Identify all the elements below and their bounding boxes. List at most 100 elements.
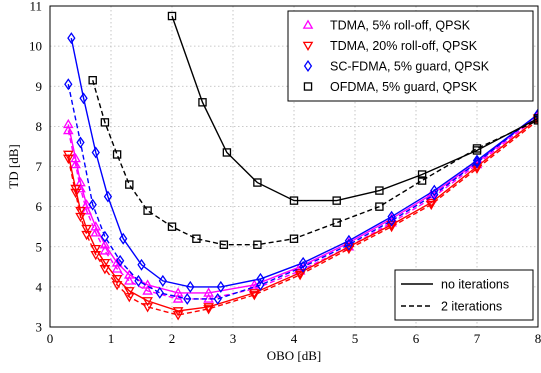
data-point: [387, 210, 396, 223]
data-point: [417, 176, 427, 185]
y-tick-label: 4: [36, 279, 43, 294]
data-point: [256, 272, 265, 285]
legend-markers: TDMA, 5% roll-off, QPSK TDMA, 20% roll-of…: [287, 10, 534, 102]
data-point: [99, 245, 111, 255]
data-point: [91, 146, 100, 159]
data-point: [137, 258, 146, 271]
data-point: [142, 297, 153, 307]
data-point: [167, 222, 177, 231]
data-point: [289, 196, 299, 205]
x-tick-label: 3: [230, 331, 237, 346]
data-point: [64, 78, 73, 91]
x-tick-label: 8: [535, 331, 541, 346]
x-tick-label: 5: [352, 331, 359, 346]
y-tick-label: 8: [36, 119, 43, 134]
data-point: [533, 108, 538, 121]
data-point: [158, 274, 168, 287]
data-point: [123, 293, 135, 303]
y-tick-label: 9: [36, 79, 43, 94]
data-point: [123, 287, 135, 297]
x-tick-label: 1: [108, 331, 115, 346]
data-point: [111, 275, 123, 285]
series-line: [171, 15, 538, 202]
data-point: [134, 274, 143, 287]
data-point: [99, 265, 111, 275]
legend-markers-box: [287, 10, 534, 102]
data-point: [81, 205, 92, 215]
data-point: [375, 186, 384, 195]
data-point: [203, 303, 214, 313]
data-point: [253, 178, 262, 187]
legend-label: TDMA, 20% roll-off, QPSK: [330, 39, 478, 53]
data-point: [111, 281, 123, 291]
y-tick-label: 6: [36, 199, 43, 214]
data-point: [62, 124, 74, 135]
data-point: [90, 227, 102, 237]
x-tick-label: 0: [47, 331, 54, 346]
x-tick-label: 4: [291, 331, 298, 346]
x-tick-label: 2: [169, 331, 176, 346]
data-point: [119, 232, 128, 245]
y-tick-label: 3: [36, 320, 43, 335]
data-point: [172, 293, 184, 303]
data-point: [90, 244, 102, 255]
data-point: [70, 158, 81, 169]
data-point: [249, 279, 260, 289]
legend-lines: no iterations 2 iterations: [394, 269, 534, 321]
data-point: [417, 170, 427, 179]
data-point: [332, 196, 341, 205]
data-point: [142, 303, 153, 313]
legend-marker: [302, 41, 314, 52]
y-axis-label: TD [dB]: [6, 144, 21, 188]
data-point: [123, 275, 135, 285]
data-point: [332, 218, 341, 227]
data-point: [532, 108, 538, 119]
legend-marker: [303, 82, 313, 91]
series-5: [64, 78, 538, 305]
x-axis-label: OBO [dB]: [267, 348, 322, 363]
data-point: [430, 188, 439, 201]
data-point: [142, 285, 153, 295]
data-point: [216, 280, 225, 293]
plot-frame: [49, 5, 539, 328]
series-line: [67, 84, 538, 300]
data-point: [143, 206, 152, 215]
data-point: [344, 238, 354, 251]
data-point: [256, 278, 265, 291]
data-point: [289, 234, 299, 243]
data-point: [76, 136, 85, 149]
data-point: [198, 98, 207, 107]
data-point: [183, 292, 192, 305]
data-point: [532, 116, 538, 126]
data-point: [99, 258, 111, 269]
data-point: [203, 287, 214, 297]
data-point: [425, 198, 437, 209]
data-point: [88, 76, 97, 85]
data-point: [111, 263, 123, 273]
series-3: [62, 116, 538, 321]
series-line: [70, 37, 538, 288]
data-point: [172, 311, 184, 321]
data-point: [186, 280, 195, 293]
y-tick-label: 5: [36, 239, 43, 254]
data-point: [75, 206, 86, 217]
data-point: [294, 271, 306, 281]
legend-marker: [303, 60, 313, 72]
data-point: [298, 256, 308, 269]
data-point: [103, 190, 113, 203]
data-point: [62, 118, 74, 129]
data-point: [115, 254, 125, 267]
data-point: [70, 188, 81, 199]
data-point: [81, 230, 92, 241]
y-tick-label: 7: [36, 159, 43, 174]
data-point: [155, 286, 164, 299]
data-point: [192, 234, 201, 243]
data-point: [111, 257, 123, 267]
tick-labels: 0 1 2 3 4 5 6 7 8 3 4 5 6 7 8 9 10 11: [29, 0, 541, 346]
legend-label: OFDMA, 5% guard, QPSK: [330, 80, 478, 94]
series-line: [92, 80, 538, 246]
data-point: [99, 239, 111, 249]
data-point: [425, 200, 437, 211]
data-point: [298, 260, 308, 273]
